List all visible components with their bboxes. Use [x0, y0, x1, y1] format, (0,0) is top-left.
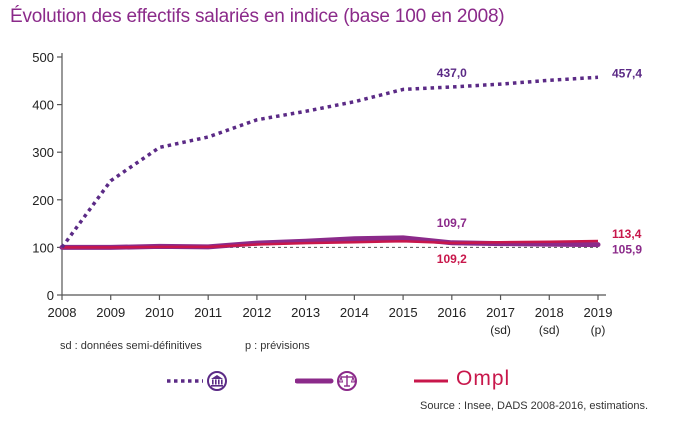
x-tick-label: 2015 [389, 305, 418, 320]
x-tick-label: 2012 [242, 305, 271, 320]
source-note: Source : Insee, DADS 2008-2016, estimati… [420, 400, 649, 412]
x-tick-label: 2010 [145, 305, 174, 320]
note-sd: sd : données semi-définitives [60, 340, 202, 352]
x-tick-label: 2014 [340, 305, 369, 320]
x-tick-sublabel: (p) [591, 323, 606, 337]
data-label: 109,7 [437, 216, 467, 230]
x-tick-label: 2018 [535, 305, 564, 320]
x-tick-label: 2009 [96, 305, 125, 320]
data-label: 113,4 [612, 227, 642, 241]
legend-item-ompl: Ompl [412, 367, 522, 395]
series-ompl-line [62, 239, 599, 249]
ompl-logo: Ompl [456, 367, 511, 390]
y-tick-label: 400 [32, 98, 54, 113]
legend-line-dotted [167, 371, 227, 391]
x-tick-sublabel: (sd) [490, 323, 511, 337]
legend-item-bank [165, 370, 255, 392]
x-tick-label: 2017 [486, 305, 515, 320]
y-tick-label: 300 [32, 145, 54, 160]
data-label: 109,2 [437, 252, 467, 266]
bank-icon [207, 371, 227, 391]
data-label: 105,9 [612, 243, 642, 257]
legend-line-solid [414, 379, 448, 383]
data-label: 457,4 [612, 66, 642, 80]
x-tick-label: 2019 [584, 305, 613, 320]
legend-line-thick [295, 371, 357, 391]
x-tick-label: 2016 [437, 305, 466, 320]
y-tick-label: 0 [47, 288, 54, 303]
x-tick-label: 2013 [291, 305, 320, 320]
y-tick-label: 100 [32, 240, 54, 255]
series-bank-line [60, 75, 599, 249]
scales-of-justice-icon [337, 371, 357, 391]
x-tick-label: 2011 [194, 305, 222, 320]
y-tick-label: 200 [32, 193, 54, 208]
y-tick-label: 500 [32, 50, 54, 65]
legend-item-justice [295, 370, 385, 392]
data-label: 437,0 [437, 66, 467, 80]
chart-title: Évolution des effectifs salariés en indi… [10, 6, 505, 27]
x-tick-label: 2008 [48, 305, 77, 320]
note-p: p : prévisions [245, 340, 310, 352]
x-tick-sublabel: (sd) [539, 323, 560, 337]
